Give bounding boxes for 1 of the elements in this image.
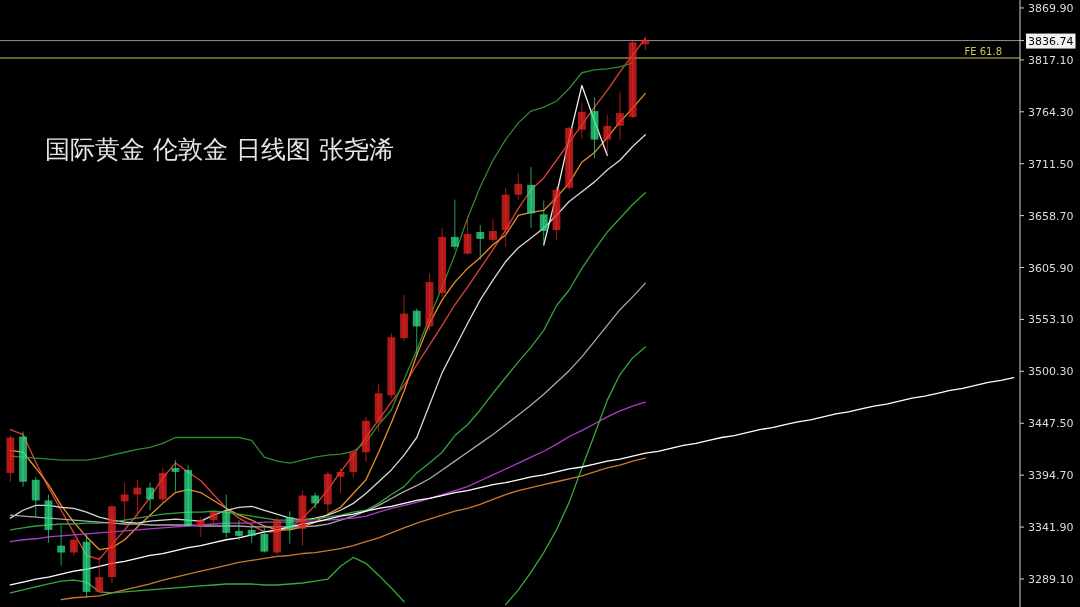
title: 国际黄金 伦敦金 日线图 张尧浠 — [45, 135, 394, 164]
